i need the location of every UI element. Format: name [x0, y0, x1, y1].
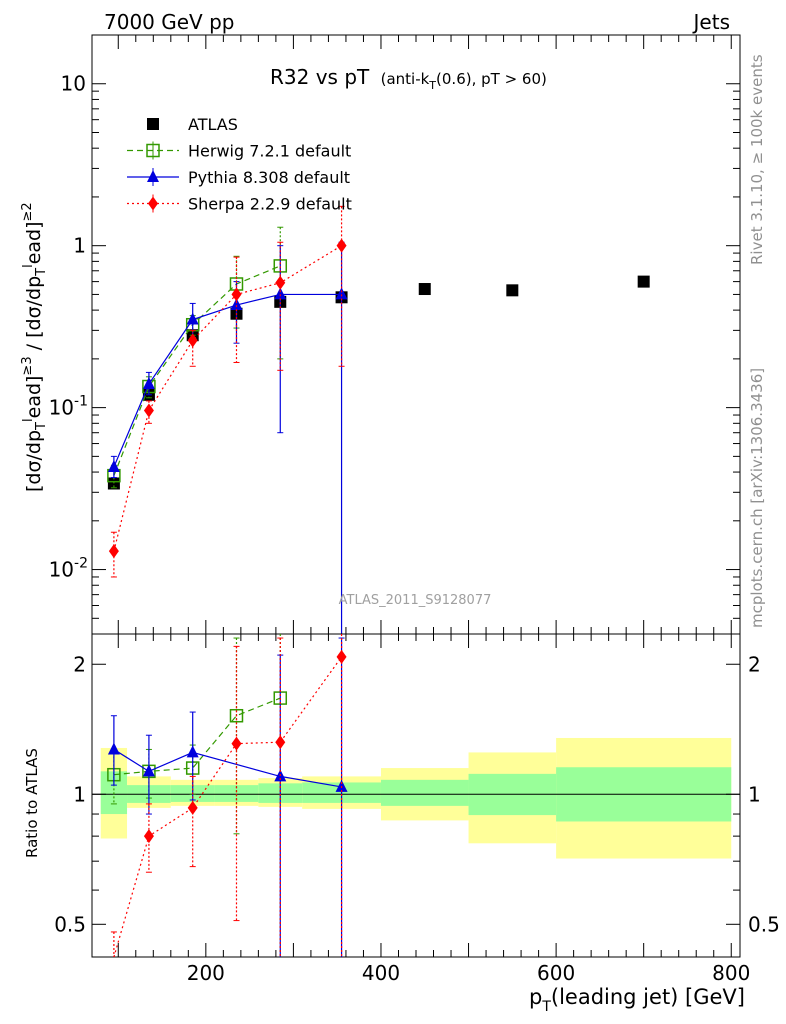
ratio-y-tick-label: 0.5	[748, 912, 780, 936]
data-point-atlas	[107, 477, 120, 490]
ratio-band-inner	[380, 779, 469, 806]
y-tick-label: 10	[61, 72, 86, 96]
data-point-sherpa	[187, 333, 198, 348]
data-point-sherpa	[143, 403, 154, 418]
ratio-point-sherpa	[275, 735, 286, 750]
data-point-sherpa	[108, 544, 119, 559]
plot-title-sub-rest: (0.6), pT > 60)	[436, 70, 547, 88]
legend-label: Herwig 7.2.1 default	[188, 142, 351, 161]
data-point-atlas	[418, 283, 431, 296]
series-line-sherpa	[113, 245, 342, 552]
legend-label: ATLAS	[188, 115, 238, 134]
ratio-point-pythia	[107, 742, 120, 755]
legend-label: Sherpa 2.2.9 default	[188, 195, 352, 214]
rivet-label: Rivet 3.1.10, ≥ 100k events	[748, 54, 766, 265]
legend: ATLAS Herwig 7.2.1 default Pythia 8.308 de…	[127, 115, 352, 214]
x-tick-label: 200	[187, 961, 225, 985]
ratio-y-tick-label: 1	[73, 782, 86, 806]
data-point-pythia	[274, 287, 287, 300]
ratio-line-herwig	[113, 697, 281, 776]
x-tick-label: 600	[537, 961, 575, 985]
series-line-herwig	[113, 265, 281, 476]
ratio-point-herwig	[229, 708, 244, 723]
mcplots-label: mcplots.cern.ch [arXiv:1306.3436]	[748, 368, 766, 628]
plot-title-sub: (anti-k	[381, 70, 430, 88]
ratio-line-sherpa	[113, 656, 343, 958]
data-point-pythia	[186, 312, 199, 325]
ratio-y-tick-label: 2	[73, 652, 86, 676]
ratio-point-sherpa	[336, 649, 347, 664]
data-point-pythia	[107, 459, 120, 472]
ratio-point-pythia	[186, 745, 199, 758]
y-axis-label: [dσ/dpTlead]≥3 / [dσ/dpTlead]≥2	[20, 202, 49, 492]
data-point-atlas	[637, 275, 650, 288]
legend-marker	[148, 196, 158, 211]
data-point-pythia	[142, 376, 155, 389]
y-tick-label: 10-2	[49, 556, 88, 582]
ratio-point-sherpa	[143, 829, 154, 844]
ratio-point-sherpa	[231, 736, 242, 751]
data-point-pythia	[230, 298, 243, 311]
watermark: ATLAS_2011_S9128077	[339, 593, 492, 608]
legend-marker	[147, 118, 159, 130]
header-right: Jets	[692, 10, 730, 34]
ratio-panel: 200 400 600 800 0.5 0.5 1 1 2 2	[54, 633, 780, 985]
ratio-y-tick-label: 2	[748, 652, 761, 676]
legend-label: Pythia 8.308 default	[188, 168, 350, 187]
plot-title-main: R32 vs pT	[270, 65, 370, 89]
series-line-pythia	[113, 293, 342, 468]
ratio-y-label: Ratio to ATLAS	[23, 748, 41, 858]
data-point-atlas	[506, 284, 519, 297]
x-tick-label: 800	[712, 961, 750, 985]
ratio-point-sherpa	[187, 800, 198, 815]
data-point-sherpa	[336, 238, 347, 253]
legend-marker	[146, 143, 160, 158]
x-tick-label: 400	[362, 961, 400, 985]
ratio-y-tick-label: 1	[748, 782, 761, 806]
ratio-band-inner	[214, 785, 259, 802]
data-point-sherpa	[275, 275, 286, 290]
data-point-sherpa	[231, 287, 242, 302]
x-axis-label: pT(leading jet) [GeV]	[529, 985, 745, 1015]
ratio-point-pythia	[335, 779, 348, 792]
y-tick-label: 10-1	[49, 394, 88, 420]
y-tick-label: 1	[73, 234, 86, 258]
header-left: 7000 GeV pp	[104, 10, 235, 34]
ratio-point-pythia	[142, 764, 155, 777]
data-point-pythia	[335, 287, 348, 300]
plot-title: R32 vs pT (anti-kT(0.6), pT > 60)	[270, 65, 547, 92]
main-panel: 10-2 10-1 1 10	[49, 34, 741, 635]
legend-marker	[147, 170, 159, 182]
plot-title-sub-index: T	[428, 79, 436, 92]
ratio-y-tick-label: 0.5	[54, 912, 86, 936]
